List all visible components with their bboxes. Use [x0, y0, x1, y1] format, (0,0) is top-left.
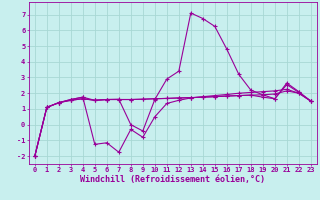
X-axis label: Windchill (Refroidissement éolien,°C): Windchill (Refroidissement éolien,°C): [80, 175, 265, 184]
